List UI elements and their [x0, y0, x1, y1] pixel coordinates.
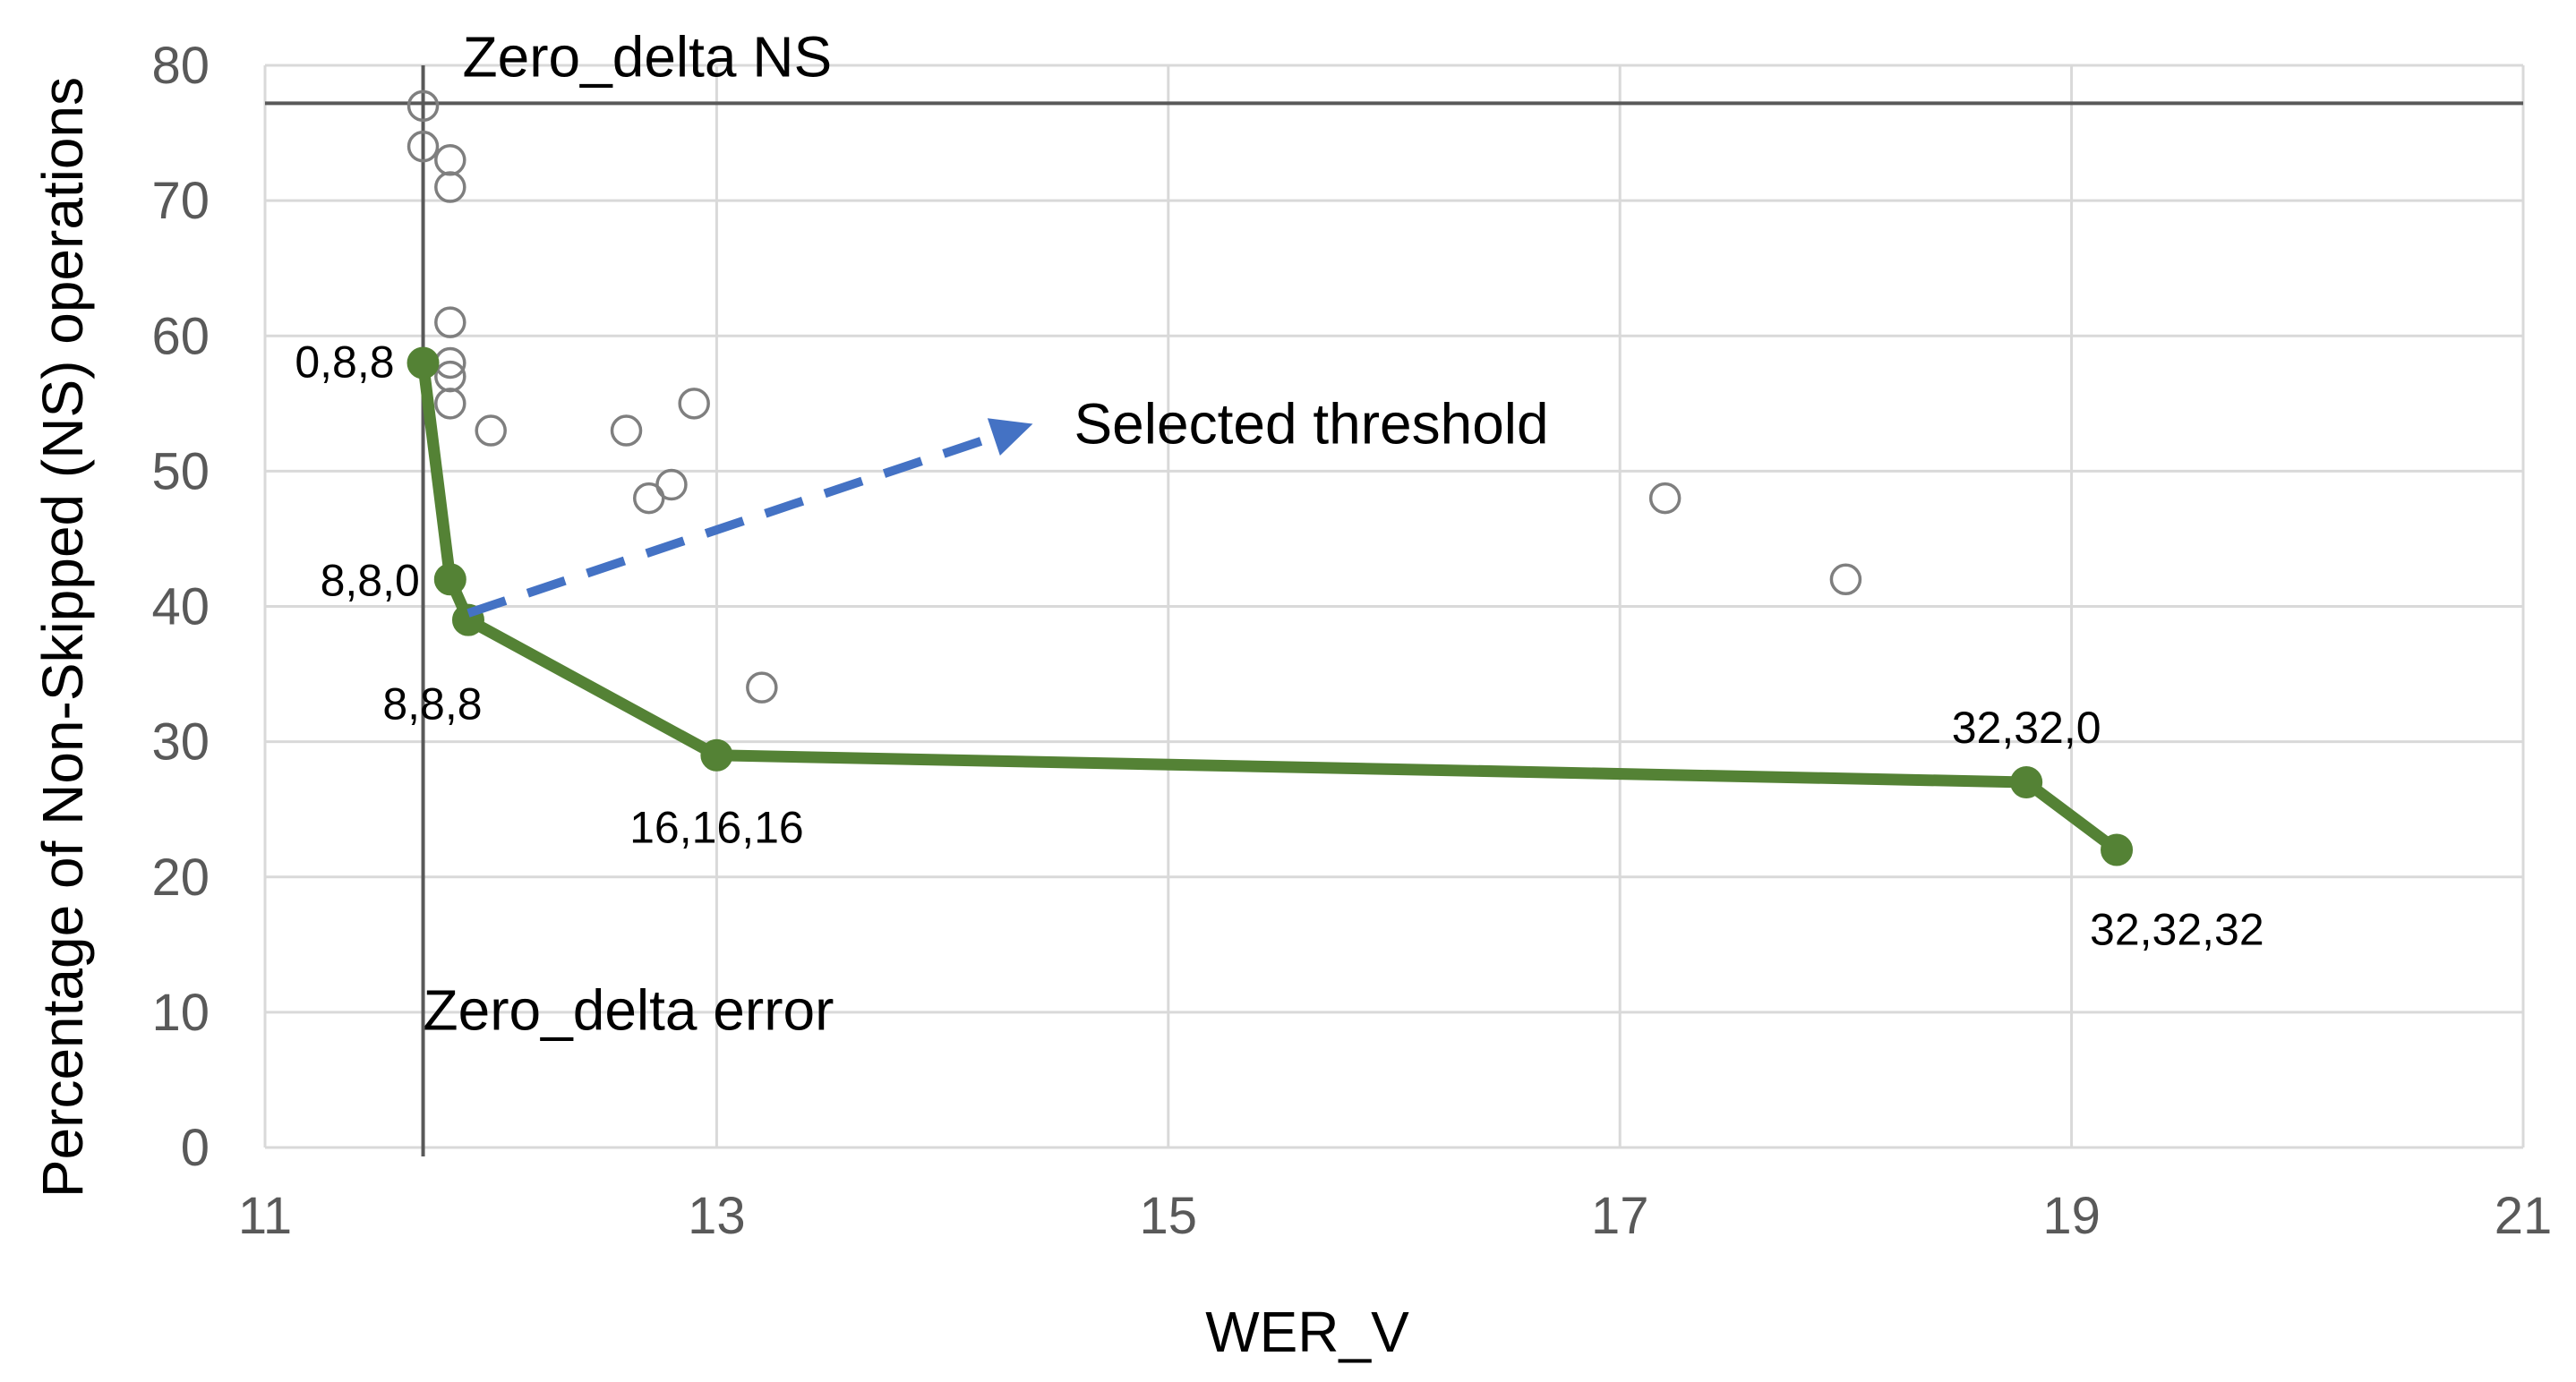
frontier-point — [700, 738, 733, 772]
frontier-series: 0,8,8 8,8,0 8,8,8 16,16,16 32,32,0 32,32,32 — [295, 337, 2264, 954]
zero-delta-error-label: Zero_delta error — [424, 978, 834, 1043]
reference-line-layer: Zero_delta NS Zero_delta error — [265, 24, 2523, 1156]
scatter-point — [434, 388, 466, 420]
scatter-point — [746, 671, 778, 704]
frontier-point — [2101, 833, 2134, 866]
scatter-point — [434, 171, 466, 203]
frontier-line — [417, 356, 2123, 857]
frontier-point-label: 8,8,8 — [382, 679, 482, 729]
frontier-point — [407, 346, 440, 380]
y-tick-label: 10 — [151, 984, 210, 1042]
y-tick-label: 60 — [151, 307, 210, 365]
y-tick-label: 70 — [151, 172, 210, 230]
y-tick-label: 0 — [181, 1119, 210, 1177]
scatter-point — [1648, 482, 1682, 515]
scatter-point — [1829, 563, 1862, 596]
x-tick-label: 15 — [1140, 1187, 1198, 1245]
annotation-layer: Selected threshold — [466, 391, 1549, 618]
selected-threshold-arrowhead — [987, 418, 1033, 456]
scatter-point — [434, 306, 466, 338]
scatter-point — [475, 414, 507, 447]
x-tick-label: 19 — [2042, 1187, 2101, 1245]
zero-delta-ns-label: Zero_delta NS — [463, 24, 833, 89]
scatter-point — [407, 90, 440, 123]
scatter-point — [434, 144, 466, 176]
y-axis-title: Percentage of Non-Skipped (NS) operation… — [30, 77, 95, 1198]
scatter-point — [407, 130, 440, 163]
frontier-point-label: 32,32,32 — [2090, 905, 2264, 955]
frontier-point-label: 16,16,16 — [629, 803, 804, 853]
scatter-point — [678, 388, 710, 420]
frontier-point-label: 32,32,0 — [1952, 703, 2101, 753]
x-tick-label: 21 — [2495, 1187, 2553, 1245]
frontier-point-label: 8,8,0 — [321, 555, 420, 605]
y-tick-label: 30 — [151, 713, 210, 772]
tick-label-layer: 11 13 15 17 19 21 0 10 20 30 40 50 60 70 80 — [151, 37, 2552, 1245]
x-tick-label: 11 — [238, 1187, 292, 1245]
y-tick-label: 50 — [151, 442, 210, 500]
scatter-point — [655, 468, 688, 501]
x-tick-label: 17 — [1591, 1187, 1649, 1245]
grid-layer — [263, 64, 2525, 1149]
scatter-series — [407, 90, 1862, 704]
selected-threshold-label: Selected threshold — [1074, 391, 1548, 456]
y-tick-label: 80 — [151, 37, 210, 95]
x-tick-label: 13 — [688, 1187, 746, 1245]
frontier-point — [2010, 765, 2043, 798]
scatter-point — [610, 414, 643, 447]
x-axis-title: WER_V — [1205, 1300, 1409, 1364]
y-tick-label: 20 — [151, 849, 210, 907]
scatter-point — [434, 360, 466, 393]
frontier-point — [433, 563, 466, 596]
frontier-point-label: 0,8,8 — [295, 337, 394, 387]
selected-threshold-arrow — [466, 432, 996, 618]
y-tick-label: 40 — [151, 578, 210, 636]
